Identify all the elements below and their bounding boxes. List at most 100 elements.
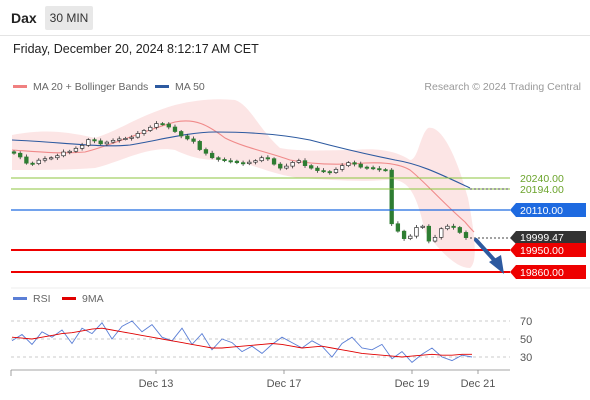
rsi-tick-70: 70 (520, 316, 532, 328)
candle-up (79, 144, 85, 149)
candle-down (401, 230, 407, 239)
candle-down (197, 141, 202, 150)
candle-down (234, 160, 240, 164)
bollinger-band (12, 99, 475, 268)
tag-20110 (510, 203, 586, 217)
candle-up (67, 150, 72, 153)
candle-down (389, 169, 394, 225)
candle-up (86, 139, 91, 146)
candle-up (253, 160, 258, 163)
candle-up (259, 157, 264, 162)
label-19860: 19860.00 (520, 267, 564, 279)
candle-down (321, 170, 326, 173)
candle-down (278, 163, 283, 169)
candle-up (110, 140, 116, 143)
candle-down (166, 123, 171, 128)
candle-up (135, 133, 140, 138)
label-20110: 20110.00 (520, 205, 563, 217)
rsi-legend-swatch (13, 297, 27, 300)
candle-up (154, 123, 159, 128)
candle-down (228, 160, 233, 163)
x-label-dec21: Dec 21 (461, 378, 496, 390)
rsi-legend-label: RSI (33, 293, 51, 305)
x-label-dec19: Dec 19 (395, 378, 430, 390)
candle-down (185, 135, 190, 140)
candle-down (222, 159, 227, 162)
candle-up (445, 225, 450, 230)
candle-up (42, 158, 48, 161)
candle-up (340, 165, 345, 170)
candle-up (346, 162, 351, 166)
candle-down (92, 139, 97, 142)
candle-up (408, 235, 413, 239)
candle-up (55, 155, 60, 159)
candle-down (451, 225, 456, 228)
candle-down (191, 138, 196, 142)
legend-ma20-swatch (13, 85, 27, 88)
candle-up (117, 138, 122, 141)
top-bar: Dax 30 MIN (0, 0, 590, 36)
label-20240: 20240.00 (520, 173, 564, 185)
tag-19860 (510, 265, 586, 279)
candle-up (129, 136, 134, 139)
ma9-legend-swatch (62, 297, 76, 300)
label-19950: 19950.00 (520, 245, 564, 257)
candle-down (18, 152, 23, 158)
candle-up (290, 162, 295, 167)
candle-down (377, 168, 382, 171)
ma9-legend-label: 9MA (82, 293, 104, 305)
candle-down (30, 162, 35, 165)
candle-down (383, 169, 388, 172)
rsi-tick-30: 30 (520, 352, 532, 364)
label-20194: 20194.00 (520, 184, 564, 196)
candle-down (463, 232, 469, 238)
forecast-arrow-shaft (474, 238, 498, 264)
label-last-price: 19999.47 (520, 232, 564, 244)
candle-down (302, 160, 308, 166)
candle-down (98, 140, 103, 145)
legend-ma50-swatch (155, 85, 169, 88)
x-label-dec13: Dec 13 (139, 378, 174, 390)
x-label-dec17: Dec 17 (267, 378, 302, 390)
candle-up (148, 126, 153, 131)
candle-down (395, 223, 401, 232)
legend-ma20-label: MA 20 + Bollinger Bands (33, 81, 148, 93)
candle-up (36, 159, 41, 165)
candle-up (104, 141, 110, 145)
candle-down (265, 157, 271, 160)
candle-down (216, 157, 221, 160)
candle-up (333, 168, 339, 173)
candle-up (414, 227, 419, 237)
rsi-9ma-line (11, 327, 472, 358)
candle-down (309, 165, 314, 169)
symbol-name: Dax (11, 10, 37, 26)
legend-ma50-label: MA 50 (175, 81, 205, 93)
candle-down (315, 167, 320, 171)
candle-down (271, 158, 277, 165)
candle-group (11, 121, 469, 244)
candle-up (123, 138, 128, 140)
chart-datetime: Friday, December 20, 2024 8:12:17 AM CET (13, 42, 259, 56)
candle-down (327, 171, 332, 174)
candle-up (420, 225, 425, 228)
ma20-line (11, 120, 475, 233)
candle-down (240, 162, 246, 165)
tag-19950 (510, 243, 586, 257)
candle-down (426, 225, 431, 242)
candle-up (432, 237, 438, 242)
candle-down (203, 149, 209, 154)
candle-up (247, 161, 252, 165)
timeframe-tab[interactable]: 30 MIN (45, 6, 93, 30)
ma50-line (11, 131, 471, 189)
candle-down (11, 151, 17, 154)
candle-down (358, 163, 363, 168)
rsi-line (11, 320, 473, 364)
candle-up (284, 165, 289, 169)
candle-down (172, 126, 178, 132)
candle-down (160, 123, 165, 126)
rsi-tick-50: 50 (520, 334, 532, 346)
candle-down (370, 167, 376, 170)
chart-credit: Research © 2024 Trading Central (424, 81, 581, 93)
candle-up (439, 228, 444, 238)
